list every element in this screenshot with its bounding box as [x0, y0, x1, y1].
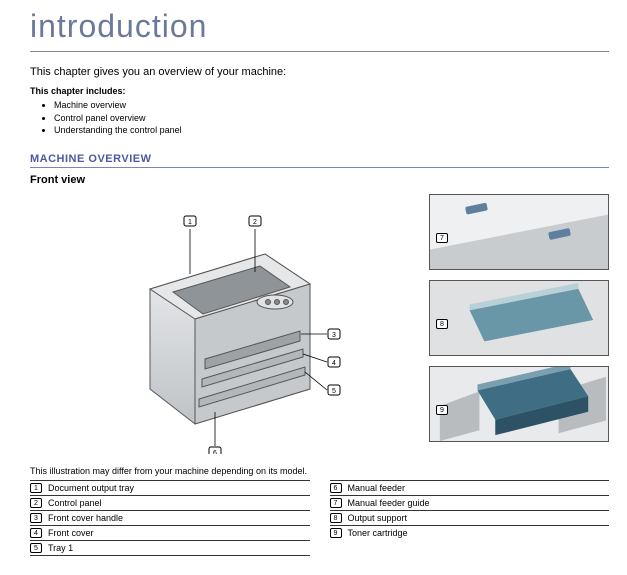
legend-text: Document output tray — [48, 483, 134, 493]
legend-text: Output support — [348, 513, 408, 523]
svg-text:2: 2 — [253, 219, 257, 226]
legend-row: 4 Front cover — [30, 525, 310, 540]
legend-text: Manual feeder guide — [348, 498, 430, 508]
legend-num: 8 — [330, 513, 342, 523]
legend-row: 5 Tray 1 — [30, 540, 310, 556]
printer-front-svg: 1 2 3 4 5 6 — [95, 194, 355, 454]
legend-num: 9 — [330, 528, 342, 538]
legend-row: 6 Manual feeder — [330, 480, 610, 495]
svg-text:5: 5 — [332, 388, 336, 395]
subheading: Front view — [30, 174, 609, 186]
svg-text:4: 4 — [332, 360, 336, 367]
legend-row: 2 Control panel — [30, 495, 310, 510]
legend-num: 2 — [30, 498, 42, 508]
legend-row: 1 Document output tray — [30, 480, 310, 495]
title-rule — [30, 51, 609, 52]
legend-num: 4 — [30, 528, 42, 538]
section-heading: MACHINE OVERVIEW — [30, 153, 609, 165]
svg-text:3: 3 — [332, 332, 336, 339]
includes-label: This chapter includes: — [30, 86, 609, 96]
callout-8: 8 — [436, 319, 448, 329]
svg-text:6: 6 — [213, 450, 217, 454]
page-title: introduction — [30, 8, 609, 45]
legend-row: 7 Manual feeder guide — [330, 495, 610, 510]
list-item: Control panel overview — [54, 112, 609, 125]
list-item: Understanding the control panel — [54, 124, 609, 137]
legend-num: 7 — [330, 498, 342, 508]
callout-9: 9 — [436, 405, 448, 415]
side-figures: 7 8 9 — [429, 194, 609, 454]
legend-num: 5 — [30, 543, 42, 553]
legend-row: 3 Front cover handle — [30, 510, 310, 525]
legend-num: 6 — [330, 483, 342, 493]
thumb-9: 9 — [429, 366, 609, 442]
callout-7: 7 — [436, 233, 448, 243]
figure-note: This illustration may differ from your m… — [30, 466, 609, 476]
svg-text:1: 1 — [188, 219, 192, 226]
figure-row: 1 2 3 4 5 6 7 — [30, 194, 609, 454]
list-item: Machine overview — [54, 99, 609, 112]
intro-text: This chapter gives you an overview of yo… — [30, 66, 609, 78]
legend-row: 8 Output support — [330, 510, 610, 525]
legend-text: Tray 1 — [48, 543, 73, 553]
legend-num: 1 — [30, 483, 42, 493]
legend-text: Front cover — [48, 528, 94, 538]
legend-row: 9 Toner cartridge — [330, 525, 610, 540]
legend-text: Control panel — [48, 498, 102, 508]
legend-num: 3 — [30, 513, 42, 523]
section-rule — [30, 167, 609, 168]
includes-list: Machine overview Control panel overview … — [54, 99, 609, 137]
thumb-7: 7 — [429, 194, 609, 270]
main-figure: 1 2 3 4 5 6 — [30, 194, 419, 454]
legend-text: Front cover handle — [48, 513, 123, 523]
legend-text: Toner cartridge — [348, 528, 408, 538]
legend-text: Manual feeder — [348, 483, 406, 493]
thumb-8: 8 — [429, 280, 609, 356]
legend-table: 1 Document output tray 6 Manual feeder 2… — [30, 480, 609, 556]
